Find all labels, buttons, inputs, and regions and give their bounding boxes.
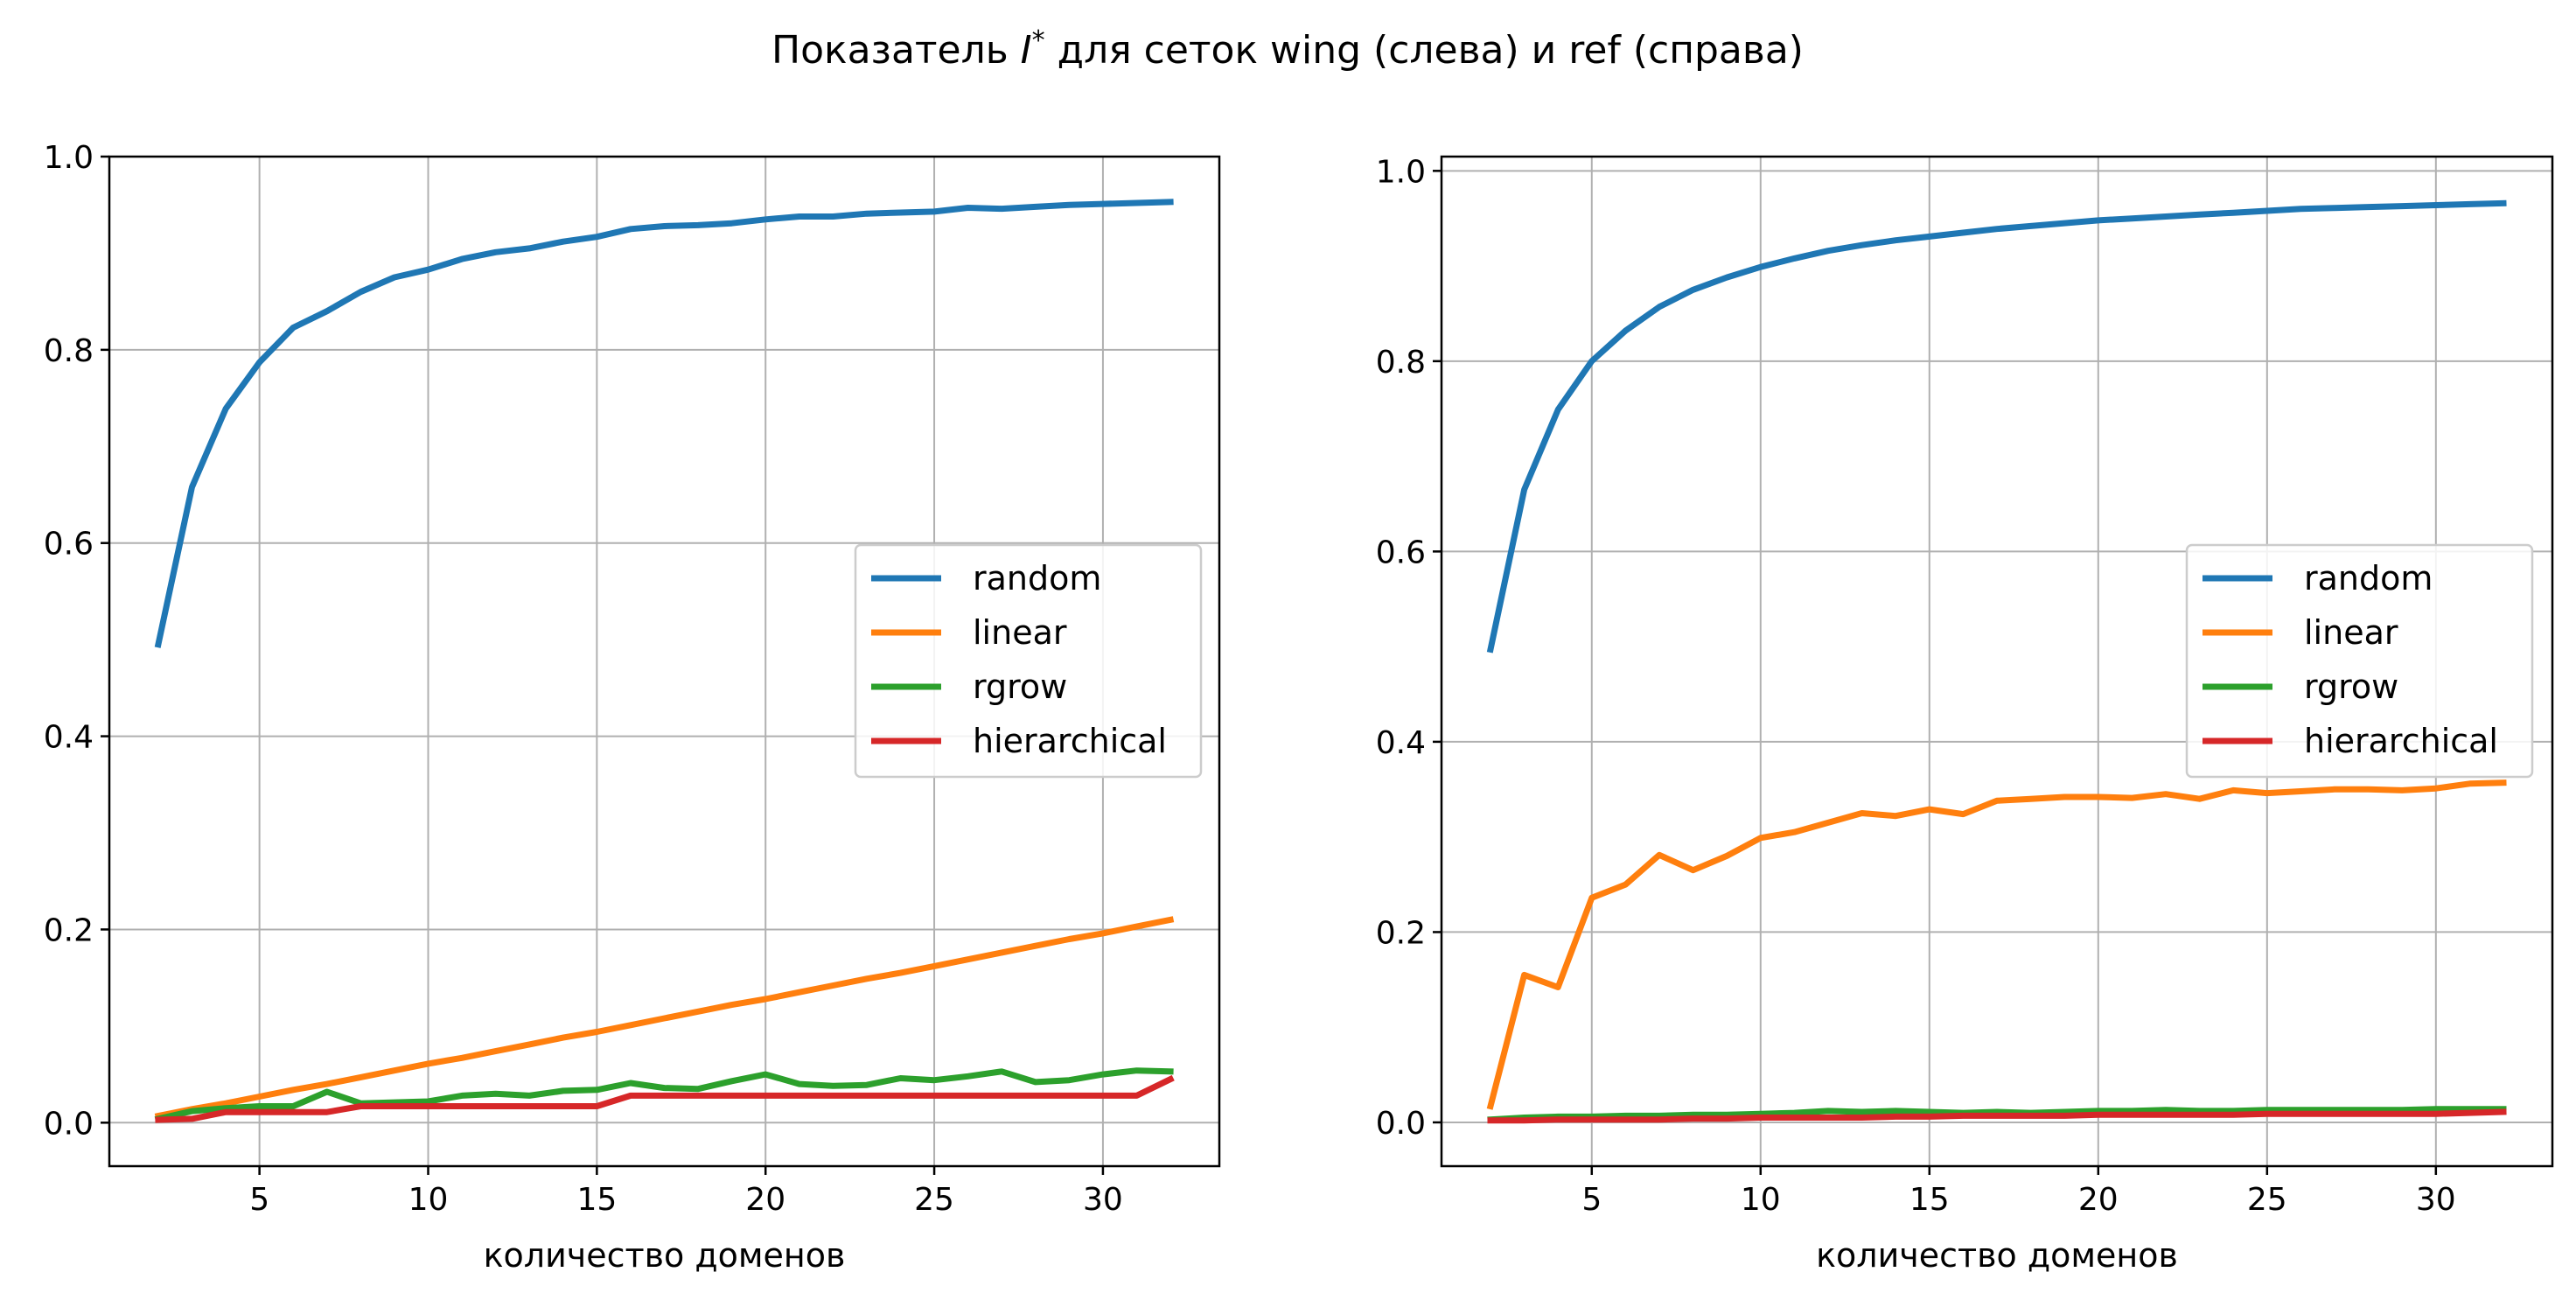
y-tick-label: 0.4 [1376, 725, 1426, 761]
figure-title: Показатель I* для сеток wing (слева) и r… [771, 25, 1804, 73]
x-tick-label: 10 [1741, 1182, 1781, 1218]
x-tick-label: 5 [1581, 1182, 1602, 1218]
x-tick-label: 30 [1083, 1182, 1123, 1218]
series-line-rgrow [1487, 1106, 2507, 1123]
plot-frame [108, 155, 1221, 1168]
x-tick-label: 5 [249, 1182, 269, 1218]
y-tick-label: 0.0 [1376, 1106, 1426, 1142]
y-tick-label: 1.0 [1376, 154, 1426, 190]
x-tick-label: 25 [914, 1182, 954, 1218]
x-tick-label: 15 [576, 1182, 617, 1218]
y-tick-label: 1.0 [44, 140, 94, 176]
x-tick-label: 20 [745, 1182, 785, 1218]
y-tick-label: 0.0 [44, 1106, 94, 1142]
legend-label-linear: linear [973, 613, 1067, 652]
x-tick-label: 15 [1909, 1182, 1950, 1218]
legend-label-random: random [2304, 559, 2433, 598]
legend-box [854, 543, 1203, 779]
y-tick-label: 0.6 [44, 527, 94, 563]
series-line-random [1486, 199, 2507, 654]
legend-label-hierarchical: hierarchical [2304, 722, 2498, 760]
x-tick-label: 25 [2247, 1182, 2287, 1218]
legend-box [2185, 543, 2534, 779]
y-tick-label: 0.8 [44, 333, 94, 369]
legend: random linear rgrow hierarchical [2185, 543, 2534, 779]
y-tick-label: 0.2 [44, 912, 94, 948]
x-tick-label: 10 [408, 1182, 449, 1218]
series-line-random [154, 199, 1174, 648]
series-line-linear [1486, 779, 2507, 1110]
y-tick-label: 0.8 [1376, 345, 1426, 381]
y-tick-label: 0.2 [1376, 915, 1426, 951]
legend-label-linear: linear [2304, 613, 2398, 652]
legend-label-random: random [973, 559, 1101, 598]
x-tick-label: 30 [2416, 1182, 2456, 1218]
series-line-hierarchical [155, 1074, 1175, 1123]
legend-label-rgrow: rgrow [2304, 667, 2398, 706]
series-line-rgrow [154, 1067, 1174, 1123]
y-tick-label: 0.4 [44, 720, 94, 756]
legend: random linear rgrow hierarchical [854, 543, 1203, 779]
chart-wing: 5 10 15 20 25 30 0.0 0.2 0.4 0.6 0.8 1.0 количество … [44, 140, 1221, 1275]
series-line-linear [154, 916, 1175, 1120]
chart-ref: 5 10 15 20 25 30 0.0 0.2 0.4 0.6 0.8 1.0 количество … [1376, 154, 2554, 1275]
y-tick-label: 0.6 [1376, 535, 1426, 570]
x-axis-label: количество доменов [484, 1236, 846, 1275]
x-axis-label: количество доменов [1816, 1236, 2178, 1275]
plot-frame [1440, 155, 2554, 1168]
legend-label-rgrow: rgrow [973, 667, 1067, 706]
x-tick-label: 20 [2078, 1182, 2119, 1218]
series-line-hierarchical [1487, 1108, 2507, 1124]
legend-label-hierarchical: hierarchical [973, 722, 1167, 760]
